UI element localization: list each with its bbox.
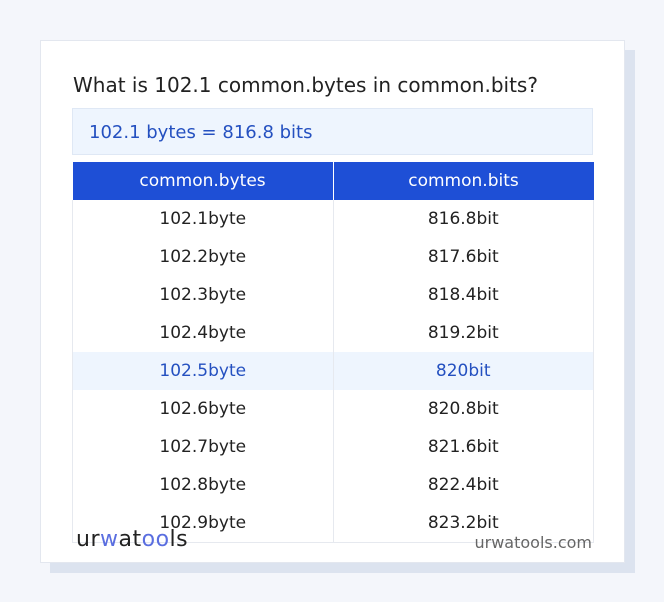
conversion-table: common.bytes common.bits 102.1byte 816.8b… [72, 162, 594, 543]
bits-cell: 823.2bit [332, 504, 594, 543]
bits-cell: 820bit [332, 352, 594, 390]
bytes-cell: 102.2byte [72, 238, 334, 276]
table-row: 102.3byte 818.4bit [72, 276, 594, 314]
bytes-cell: 102.1byte [72, 200, 334, 238]
bits-cell: 817.6bit [332, 238, 594, 276]
converter-card: What is 102.1 common.bytes in common.bit… [40, 40, 625, 563]
bytes-cell: 102.4byte [72, 314, 334, 352]
bits-cell: 819.2bit [332, 314, 594, 352]
table-row: 102.1byte 816.8bit [72, 200, 594, 238]
bits-cell: 821.6bit [332, 428, 594, 466]
table-row: 102.4byte 819.2bit [72, 314, 594, 352]
bits-cell: 818.4bit [332, 276, 594, 314]
site-link[interactable]: urwatools.com [474, 533, 593, 552]
table-row: 102.8byte 822.4bit [72, 466, 594, 504]
bytes-cell: 102.5byte [72, 352, 334, 390]
table-row: 102.6byte 820.8bit [72, 390, 594, 428]
bytes-cell: 102.9byte [72, 504, 334, 543]
page-title: What is 102.1 common.bytes in common.bit… [73, 73, 538, 97]
bytes-cell: 102.3byte [72, 276, 334, 314]
bytes-cell: 102.8byte [72, 466, 334, 504]
table-row: 102.2byte 817.6bit [72, 238, 594, 276]
table-row: 102.5byte 820bit [72, 352, 594, 390]
bytes-cell: 102.7byte [72, 428, 334, 466]
table-row: 102.7byte 821.6bit [72, 428, 594, 466]
column-header-bytes: common.bytes [72, 162, 333, 200]
bytes-cell: 102.6byte [72, 390, 334, 428]
bits-cell: 820.8bit [332, 390, 594, 428]
table-row: 102.9byte 823.2bit [72, 504, 594, 543]
column-header-bits: common.bits [332, 162, 594, 200]
bits-cell: 822.4bit [332, 466, 594, 504]
result-box: 102.1 bytes = 816.8 bits [72, 108, 593, 155]
bits-cell: 816.8bit [332, 200, 594, 238]
urwatools-logo[interactable]: urwatools [76, 527, 189, 552]
